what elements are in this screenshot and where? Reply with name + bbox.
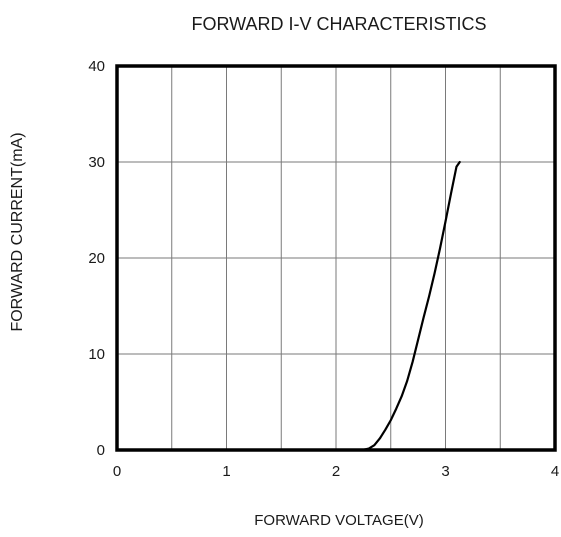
y-tick-label: 30: [88, 154, 105, 171]
series-layer: [361, 160, 461, 452]
gridlines: [117, 66, 555, 450]
plot-frame: [115, 64, 557, 452]
y-tick-label: 40: [88, 58, 105, 75]
y-tick-label: 0: [97, 442, 105, 459]
chart-title: FORWARD I-V CHARACTERISTICS: [191, 14, 486, 34]
x-tick-label: 4: [551, 463, 559, 480]
y-axis-label: FORWARD CURRENT(mA): [9, 132, 26, 331]
x-tick-label: 3: [441, 463, 449, 480]
x-tick-label: 2: [332, 463, 340, 480]
iv-curve: [361, 160, 461, 452]
y-tick-label: 20: [88, 250, 105, 267]
x-tick-label: 1: [222, 463, 230, 480]
y-tick-label: 10: [88, 346, 105, 363]
x-tick-label: 0: [113, 463, 121, 480]
x-axis-label: FORWARD VOLTAGE(V): [254, 512, 423, 529]
